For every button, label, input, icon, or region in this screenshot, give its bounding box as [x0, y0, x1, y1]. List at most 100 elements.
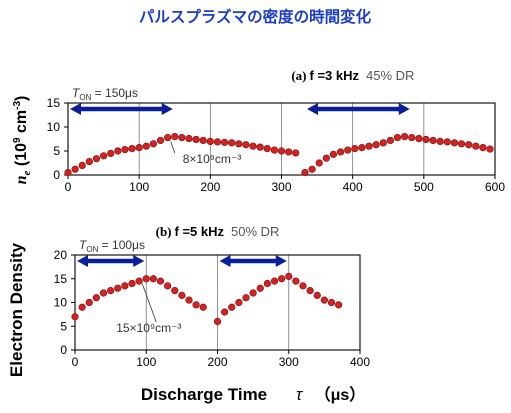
data-point	[92, 294, 100, 302]
data-point	[228, 139, 236, 147]
data-point	[465, 141, 473, 149]
data-point	[401, 133, 409, 141]
x-tick-label: 0	[72, 355, 79, 369]
x-axis-label-text: Discharge Time	[141, 385, 267, 404]
data-point	[135, 277, 143, 285]
ton-label: TON = 100μs	[79, 238, 145, 254]
panel-label: (b) f =5 kHz	[156, 224, 225, 239]
data-point	[107, 287, 115, 295]
data-point	[171, 133, 179, 141]
ton-label: TON = 150μs	[72, 86, 138, 102]
annotation-leader	[170, 141, 176, 154]
data-point	[135, 144, 143, 152]
arrow-head-right	[161, 103, 173, 115]
data-point	[408, 133, 416, 142]
x-tick-label: 100	[129, 180, 149, 194]
data-point	[92, 155, 101, 163]
data-point	[192, 301, 200, 309]
y-tick-label: 20	[54, 248, 68, 262]
data-point	[71, 313, 79, 321]
panel-id: (b)	[156, 224, 172, 239]
data-point	[429, 136, 437, 145]
data-point	[292, 277, 300, 285]
data-point	[315, 159, 323, 167]
ton-symbol: T	[79, 238, 88, 252]
data-point	[114, 147, 122, 155]
y-axis-label-a-part: n	[13, 175, 30, 184]
data-point	[121, 145, 129, 154]
data-point	[128, 279, 136, 288]
on-interval-arrow	[70, 103, 173, 115]
data-point	[178, 133, 186, 142]
annotation-leader	[141, 283, 157, 323]
data-point	[235, 140, 243, 148]
data-point	[278, 275, 286, 283]
data-point	[64, 169, 72, 177]
data-point	[372, 141, 380, 149]
data-point	[220, 138, 229, 146]
arrow-head-left	[306, 103, 318, 115]
x-axis-label-unit: （μs）	[315, 386, 366, 404]
y-tick-label: 10	[54, 296, 68, 310]
x-tick-label: 400	[343, 180, 363, 194]
data-point	[285, 272, 293, 280]
page-title: パルスプラズマの密度の時間変化	[139, 7, 372, 26]
data-point	[142, 275, 150, 283]
arrow-head-right	[275, 255, 287, 267]
data-point	[344, 146, 352, 154]
shared-y-axis-label: Electron Density	[7, 242, 26, 377]
panel-label: (a) f =3 kHz	[291, 68, 359, 83]
y-tick-label: 0	[60, 343, 67, 357]
arrow-head-left	[70, 103, 81, 115]
data-point	[171, 287, 179, 295]
ton-symbol: T	[72, 86, 81, 100]
arrow-head-left	[77, 255, 88, 267]
data-point	[228, 303, 236, 311]
on-interval-arrow	[306, 103, 410, 115]
data-point	[178, 291, 186, 299]
data-point	[85, 157, 93, 166]
data-point	[185, 296, 193, 304]
data-point	[322, 154, 330, 162]
on-interval-arrow	[77, 255, 145, 267]
data-point	[156, 136, 165, 145]
data-point	[249, 142, 257, 150]
data-point	[213, 317, 222, 326]
data-point	[263, 145, 271, 153]
x-axis-label-symbol: τ	[296, 385, 304, 404]
data-point	[263, 279, 271, 288]
peak-annotation: 8×10⁹cm⁻³	[183, 152, 242, 166]
data-point	[78, 161, 86, 169]
ton-subscript: ON	[79, 93, 91, 102]
data-point	[128, 145, 136, 153]
data-point	[149, 140, 157, 148]
x-tick-label: 100	[136, 355, 156, 369]
y-axis-label-a-part: cm	[13, 110, 30, 138]
y-tick-label: 10	[47, 120, 61, 134]
on-interval-arrow	[219, 255, 287, 267]
data-point	[415, 134, 423, 143]
data-point	[365, 142, 373, 150]
duty-ratio-label: 50% DR	[231, 224, 279, 239]
y-tick-label: 15	[54, 272, 68, 286]
data-point	[99, 289, 108, 297]
y-tick-label: 0	[53, 168, 60, 182]
arrow-head-right	[133, 255, 145, 267]
data-point	[457, 140, 466, 148]
panel-a: 0 100 200 300 400 500 600 0 5 10 15 (a) f =3 kHz 45% …	[47, 68, 506, 194]
data-point	[78, 303, 86, 311]
x-tick-label: 300	[279, 355, 299, 369]
data-point	[242, 141, 250, 149]
frequency-label: f =5 kHz	[175, 224, 225, 239]
data-point	[142, 142, 150, 150]
data-point	[270, 146, 278, 154]
x-tick-label: 400	[350, 355, 370, 369]
data-point	[308, 165, 316, 173]
y-tick-label: 5	[60, 319, 67, 333]
y-axis-label-a-part: 9	[12, 137, 23, 143]
data-point	[277, 147, 286, 155]
data-point	[443, 138, 451, 146]
data-point	[379, 139, 387, 147]
data-point	[213, 138, 222, 146]
